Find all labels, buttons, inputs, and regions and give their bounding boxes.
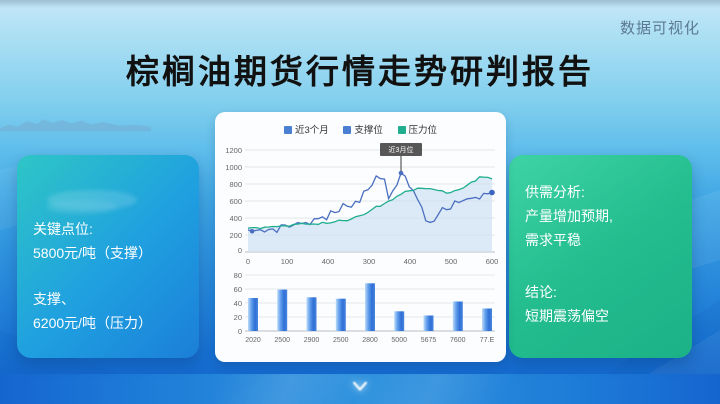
svg-text:600: 600 xyxy=(486,257,499,266)
svg-text:100: 100 xyxy=(281,257,294,266)
svg-text:1200: 1200 xyxy=(225,146,242,155)
svg-text:400: 400 xyxy=(404,257,417,266)
svg-text:80: 80 xyxy=(234,271,242,280)
svg-text:5000: 5000 xyxy=(391,337,407,344)
svg-text:20: 20 xyxy=(234,313,242,322)
svg-text:5675: 5675 xyxy=(421,337,437,344)
svg-text:300: 300 xyxy=(363,257,376,266)
svg-text:0: 0 xyxy=(238,327,242,336)
svg-text:1000: 1000 xyxy=(225,163,242,172)
svg-text:2800: 2800 xyxy=(362,337,378,344)
svg-text:77.E: 77.E xyxy=(480,337,495,344)
svg-text:40: 40 xyxy=(234,299,242,308)
svg-text:600: 600 xyxy=(229,197,242,206)
svg-text:2900: 2900 xyxy=(304,337,320,344)
svg-text:0: 0 xyxy=(238,246,242,255)
svg-text:2500: 2500 xyxy=(333,337,349,344)
svg-text:7600: 7600 xyxy=(450,337,466,344)
svg-text:400: 400 xyxy=(322,257,335,266)
svg-text:200: 200 xyxy=(229,231,242,240)
svg-text:0: 0 xyxy=(246,257,250,266)
svg-text:2020: 2020 xyxy=(245,337,261,344)
svg-text:500: 500 xyxy=(445,257,458,266)
svg-text:60: 60 xyxy=(234,285,242,294)
svg-text:2500: 2500 xyxy=(274,337,290,344)
svg-text:800: 800 xyxy=(229,180,242,189)
svg-text:近3月位: 近3月位 xyxy=(389,145,414,154)
svg-text:400: 400 xyxy=(229,214,242,223)
